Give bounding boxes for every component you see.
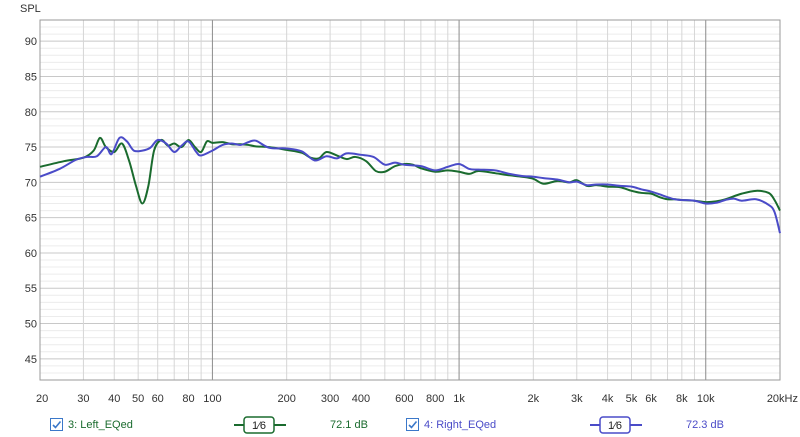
right-eqed-checkbox[interactable]: [406, 418, 419, 431]
x-tick-label: 800: [426, 393, 444, 405]
y-tick-label: 50: [25, 319, 37, 331]
x-tick-label: 200: [277, 393, 295, 405]
x-tick-label: 400: [352, 393, 370, 405]
x-tick-label: 80: [182, 393, 194, 405]
right-smoothing-swatch[interactable]: 1⁄6: [590, 416, 642, 434]
x-tick-label: 5k: [626, 393, 638, 405]
x-tick-label: 3k: [571, 393, 583, 405]
y-tick-label: 80: [25, 107, 37, 119]
x-tick-label: 50: [132, 393, 144, 405]
series-line-right: [39, 136, 781, 234]
left-smoothing-swatch[interactable]: 1⁄6: [234, 416, 286, 434]
x-tick-label: 2k: [528, 393, 540, 405]
right-smoothing-label: 1⁄6: [608, 420, 622, 432]
x-tick-label: 30: [77, 393, 89, 405]
right-average-value: 72.3 dB: [686, 419, 724, 431]
x-tick-label: 60: [152, 393, 164, 405]
y-tick-label: 55: [25, 283, 37, 295]
y-axis-label: SPL: [20, 3, 41, 15]
left-smoothing-label: 1⁄6: [252, 420, 266, 432]
legend-bar: 3: Left_EQed 1⁄6 72.1 dB 4: Right_EQed 1…: [0, 414, 800, 436]
x-tick-label: 20kHz: [767, 393, 798, 405]
x-tick-label: 6k: [645, 393, 657, 405]
series-line-left: [39, 136, 781, 212]
y-tick-label: 70: [25, 177, 37, 189]
x-tick-label: 10k: [697, 393, 715, 405]
left-average-value: 72.1 dB: [330, 419, 368, 431]
left-eqed-checkbox[interactable]: [50, 418, 63, 431]
x-tick-label: 40: [108, 393, 120, 405]
y-tick-label: 75: [25, 142, 37, 154]
checkmark-icon: [408, 420, 418, 429]
plot-area: [40, 20, 780, 380]
checkmark-icon: [52, 420, 62, 429]
x-tick-label: 1k: [453, 393, 465, 405]
y-tick-label: 65: [25, 213, 37, 225]
plot-frame: [39, 19, 781, 381]
y-tick-label: 60: [25, 248, 37, 260]
x-tick-label: 4k: [602, 393, 614, 405]
right-eqed-label: 4: Right_EQed: [424, 419, 497, 431]
left-eqed-label: 3: Left_EQed: [68, 419, 133, 431]
x-tick-label: 600: [395, 393, 413, 405]
y-tick-label: 90: [25, 36, 37, 48]
x-tick-label: 8k: [676, 393, 688, 405]
y-tick-label: 85: [25, 71, 37, 83]
x-tick-label: 20: [36, 393, 48, 405]
y-tick-label: 45: [25, 354, 37, 366]
x-tick-label: 300: [321, 393, 339, 405]
x-tick-label: 100: [203, 393, 221, 405]
spl-chart[interactable]: 45 50 55 60 65 70 75 80 85 90 SPL 20 30 40 50 60 80 100 20…: [0, 0, 800, 414]
